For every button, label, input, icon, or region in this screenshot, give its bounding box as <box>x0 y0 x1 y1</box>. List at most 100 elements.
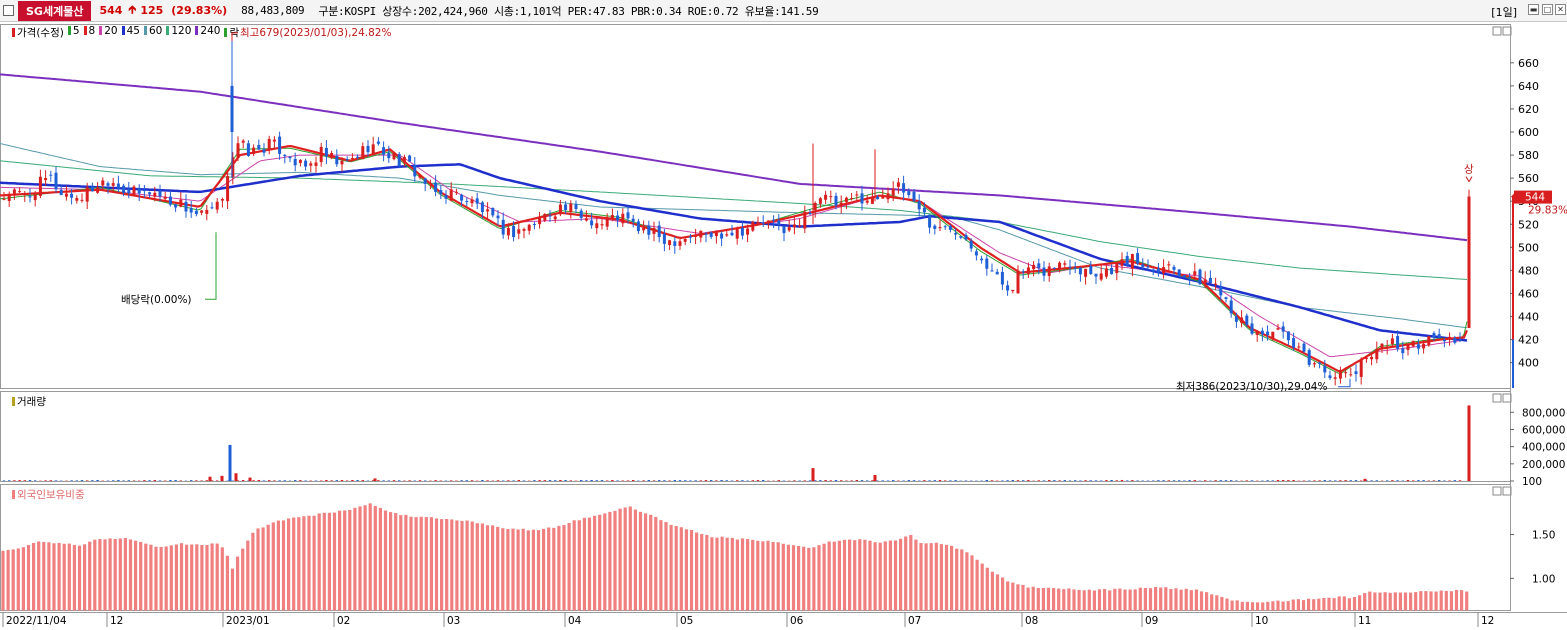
foreign-ratio-bar <box>1001 577 1005 611</box>
volume-bar <box>153 480 156 481</box>
volume-spike-bar <box>1363 478 1367 481</box>
foreign-ratio-bar <box>1245 601 1249 611</box>
foreign-ratio-bar <box>1184 588 1188 611</box>
candle-body <box>174 204 178 208</box>
volume-tick-label: 400,000 <box>1522 442 1565 454</box>
candle-body <box>480 202 484 212</box>
panel-close-icon <box>1502 486 1512 496</box>
candle-body <box>241 140 245 143</box>
foreign-ratio-bar <box>1388 592 1392 611</box>
candle-body <box>522 229 526 231</box>
candle-body <box>122 185 126 193</box>
foreign-ratio-bar <box>83 544 87 611</box>
foreign-ratio-bar <box>695 532 699 611</box>
foreign-ratio-bar <box>1021 584 1025 611</box>
volume-bar <box>715 480 718 481</box>
volume-bar <box>268 480 271 481</box>
candle-body <box>834 195 838 206</box>
candle-body <box>1156 268 1160 272</box>
foreign-ratio-bar <box>822 543 826 611</box>
candle-body <box>18 191 22 193</box>
candle-body <box>1312 363 1316 365</box>
volume-bar <box>34 480 37 481</box>
volume-bar <box>1214 480 1217 481</box>
close-icon[interactable]: ✕ <box>1555 4 1566 15</box>
foreign-ratio-bar <box>990 571 994 611</box>
foreign-ratio-bar <box>394 513 398 611</box>
volume-bar <box>663 480 666 481</box>
foreign-ratio-bar <box>1133 589 1137 611</box>
candle-body <box>465 200 469 202</box>
volume-bar <box>985 479 988 481</box>
restore-icon[interactable]: □ <box>1542 4 1553 15</box>
candle-body <box>1467 196 1471 329</box>
volume-bar <box>340 480 344 481</box>
candle-body <box>1328 375 1332 379</box>
volume-bar <box>210 480 214 481</box>
foreign-ratio-bar <box>904 536 908 611</box>
foreign-ratio-bar <box>1424 591 1428 611</box>
foreign-ratio-bar <box>593 515 597 611</box>
candle-body <box>1344 372 1348 374</box>
legend-ma5: 5 <box>67 25 80 40</box>
volume-bar <box>1318 480 1321 481</box>
volume-bar <box>642 480 645 481</box>
volume-spike-bar <box>228 444 232 481</box>
candle-body <box>954 233 958 235</box>
candle-body <box>402 157 406 163</box>
foreign-ratio-bar <box>1256 602 1260 611</box>
foreign-ratio-bar <box>373 505 377 611</box>
candle-body <box>959 236 963 238</box>
volume-bar <box>257 479 260 481</box>
window-checkbox[interactable] <box>3 5 14 16</box>
volume-bar <box>1204 480 1207 481</box>
volume-bar <box>283 480 286 481</box>
minimize-icon[interactable]: ▬ <box>1528 4 1539 15</box>
x-tick-label: 12 <box>110 615 123 627</box>
candle-body <box>231 157 235 177</box>
candle-body <box>777 220 781 225</box>
volume-spike-bar <box>234 473 238 481</box>
foreign-ratio-bar <box>950 545 954 611</box>
up-arrow-icon: 🡱 <box>128 3 137 16</box>
candle-body <box>59 189 63 196</box>
foreign-ratio-bar <box>531 529 535 611</box>
volume-bar <box>148 480 151 481</box>
candle-body <box>1006 285 1010 291</box>
foreign-ratio-bar <box>679 527 683 611</box>
foreign-ratio-bar <box>1220 596 1224 611</box>
candle-body <box>1453 337 1457 343</box>
foreign-ratio-bar <box>1358 595 1362 611</box>
volume-bar <box>330 480 333 481</box>
candle-body <box>751 221 755 231</box>
volume-bar <box>808 480 812 481</box>
candle-body <box>782 226 786 234</box>
candle-body <box>1172 266 1176 270</box>
candle-body <box>985 258 989 269</box>
foreign-ratio-bar <box>888 540 892 611</box>
candle-body <box>647 225 651 235</box>
candle-body <box>631 218 635 222</box>
panel-close-icon <box>1502 26 1512 36</box>
foreign-ratio-bar <box>766 540 770 611</box>
foreign-ratio-bar <box>1393 592 1397 611</box>
volume-panel-title: 거래량 <box>12 394 46 409</box>
foreign-ratio-bar <box>1363 593 1367 611</box>
volume-spike-bar <box>248 477 252 481</box>
foreign-ratio-bar <box>791 545 796 611</box>
foreign-ratio-bar <box>32 542 36 611</box>
period-selector[interactable]: [1일] <box>1491 6 1517 19</box>
foreign-ratio-bar <box>144 543 148 611</box>
volume-bar <box>91 480 94 481</box>
candle-body <box>1151 269 1155 272</box>
volume-bar <box>923 480 926 481</box>
candle-body <box>543 213 547 221</box>
candle-body <box>813 202 817 211</box>
candle-body <box>1427 336 1431 346</box>
volume-bar <box>1458 480 1462 481</box>
foreign-ratio-bar <box>1194 589 1198 611</box>
volume-bar <box>886 480 890 481</box>
foreign-ratio-bar <box>1266 601 1270 611</box>
candle-body <box>54 172 58 190</box>
